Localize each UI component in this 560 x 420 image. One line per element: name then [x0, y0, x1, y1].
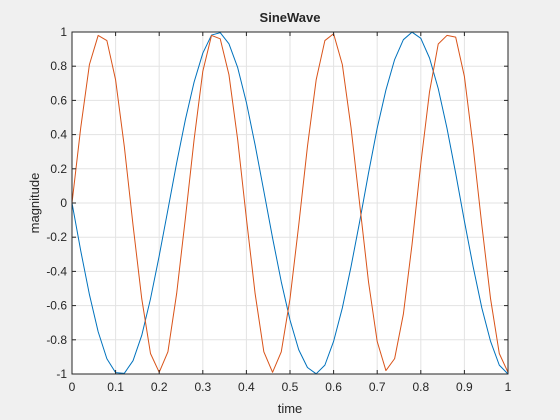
ticks: 0 0.1 0.2 0.3 0.4 0.5 0.6 0.7 0.8 0.9 1 -1 -0.8 -0.6 -… — [46, 25, 511, 394]
y-tick-label: 1 — [60, 25, 67, 39]
y-tick-label: -0.6 — [46, 299, 67, 313]
series-line-2 — [71, 33, 509, 373]
y-tick-label: -0.8 — [46, 333, 67, 347]
series-line-1 — [71, 31, 509, 375]
x-tick-label: 1 — [505, 380, 512, 394]
y-tick-label: 0.4 — [50, 128, 67, 142]
y-tick-label: 0.8 — [50, 59, 67, 73]
x-tick-label: 0.2 — [151, 380, 168, 394]
x-tick-label: 0 — [69, 380, 76, 394]
x-tick-label: 0.1 — [107, 380, 124, 394]
y-tick-label: 0.6 — [50, 93, 67, 107]
x-tick-label: 0.7 — [369, 380, 386, 394]
chart-title: SineWave — [260, 10, 321, 25]
x-tick-label: 0.8 — [412, 380, 429, 394]
x-tick-label: 0.4 — [238, 380, 255, 394]
x-tick-label: 0.9 — [456, 380, 473, 394]
x-axis-label: time — [278, 401, 303, 416]
x-tick-label: 0.6 — [325, 380, 342, 394]
grid — [72, 32, 508, 374]
y-axis-label: magnitude — [27, 173, 42, 234]
y-tick-label: -0.4 — [46, 264, 67, 278]
y-tick-label: 0 — [60, 196, 67, 210]
x-tick-label: 0.3 — [194, 380, 211, 394]
series-group — [71, 31, 509, 375]
y-tick-label: -0.2 — [46, 230, 67, 244]
y-tick-label: 0.2 — [50, 162, 67, 176]
y-tick-label: -1 — [56, 367, 67, 381]
x-tick-label: 0.5 — [282, 380, 299, 394]
